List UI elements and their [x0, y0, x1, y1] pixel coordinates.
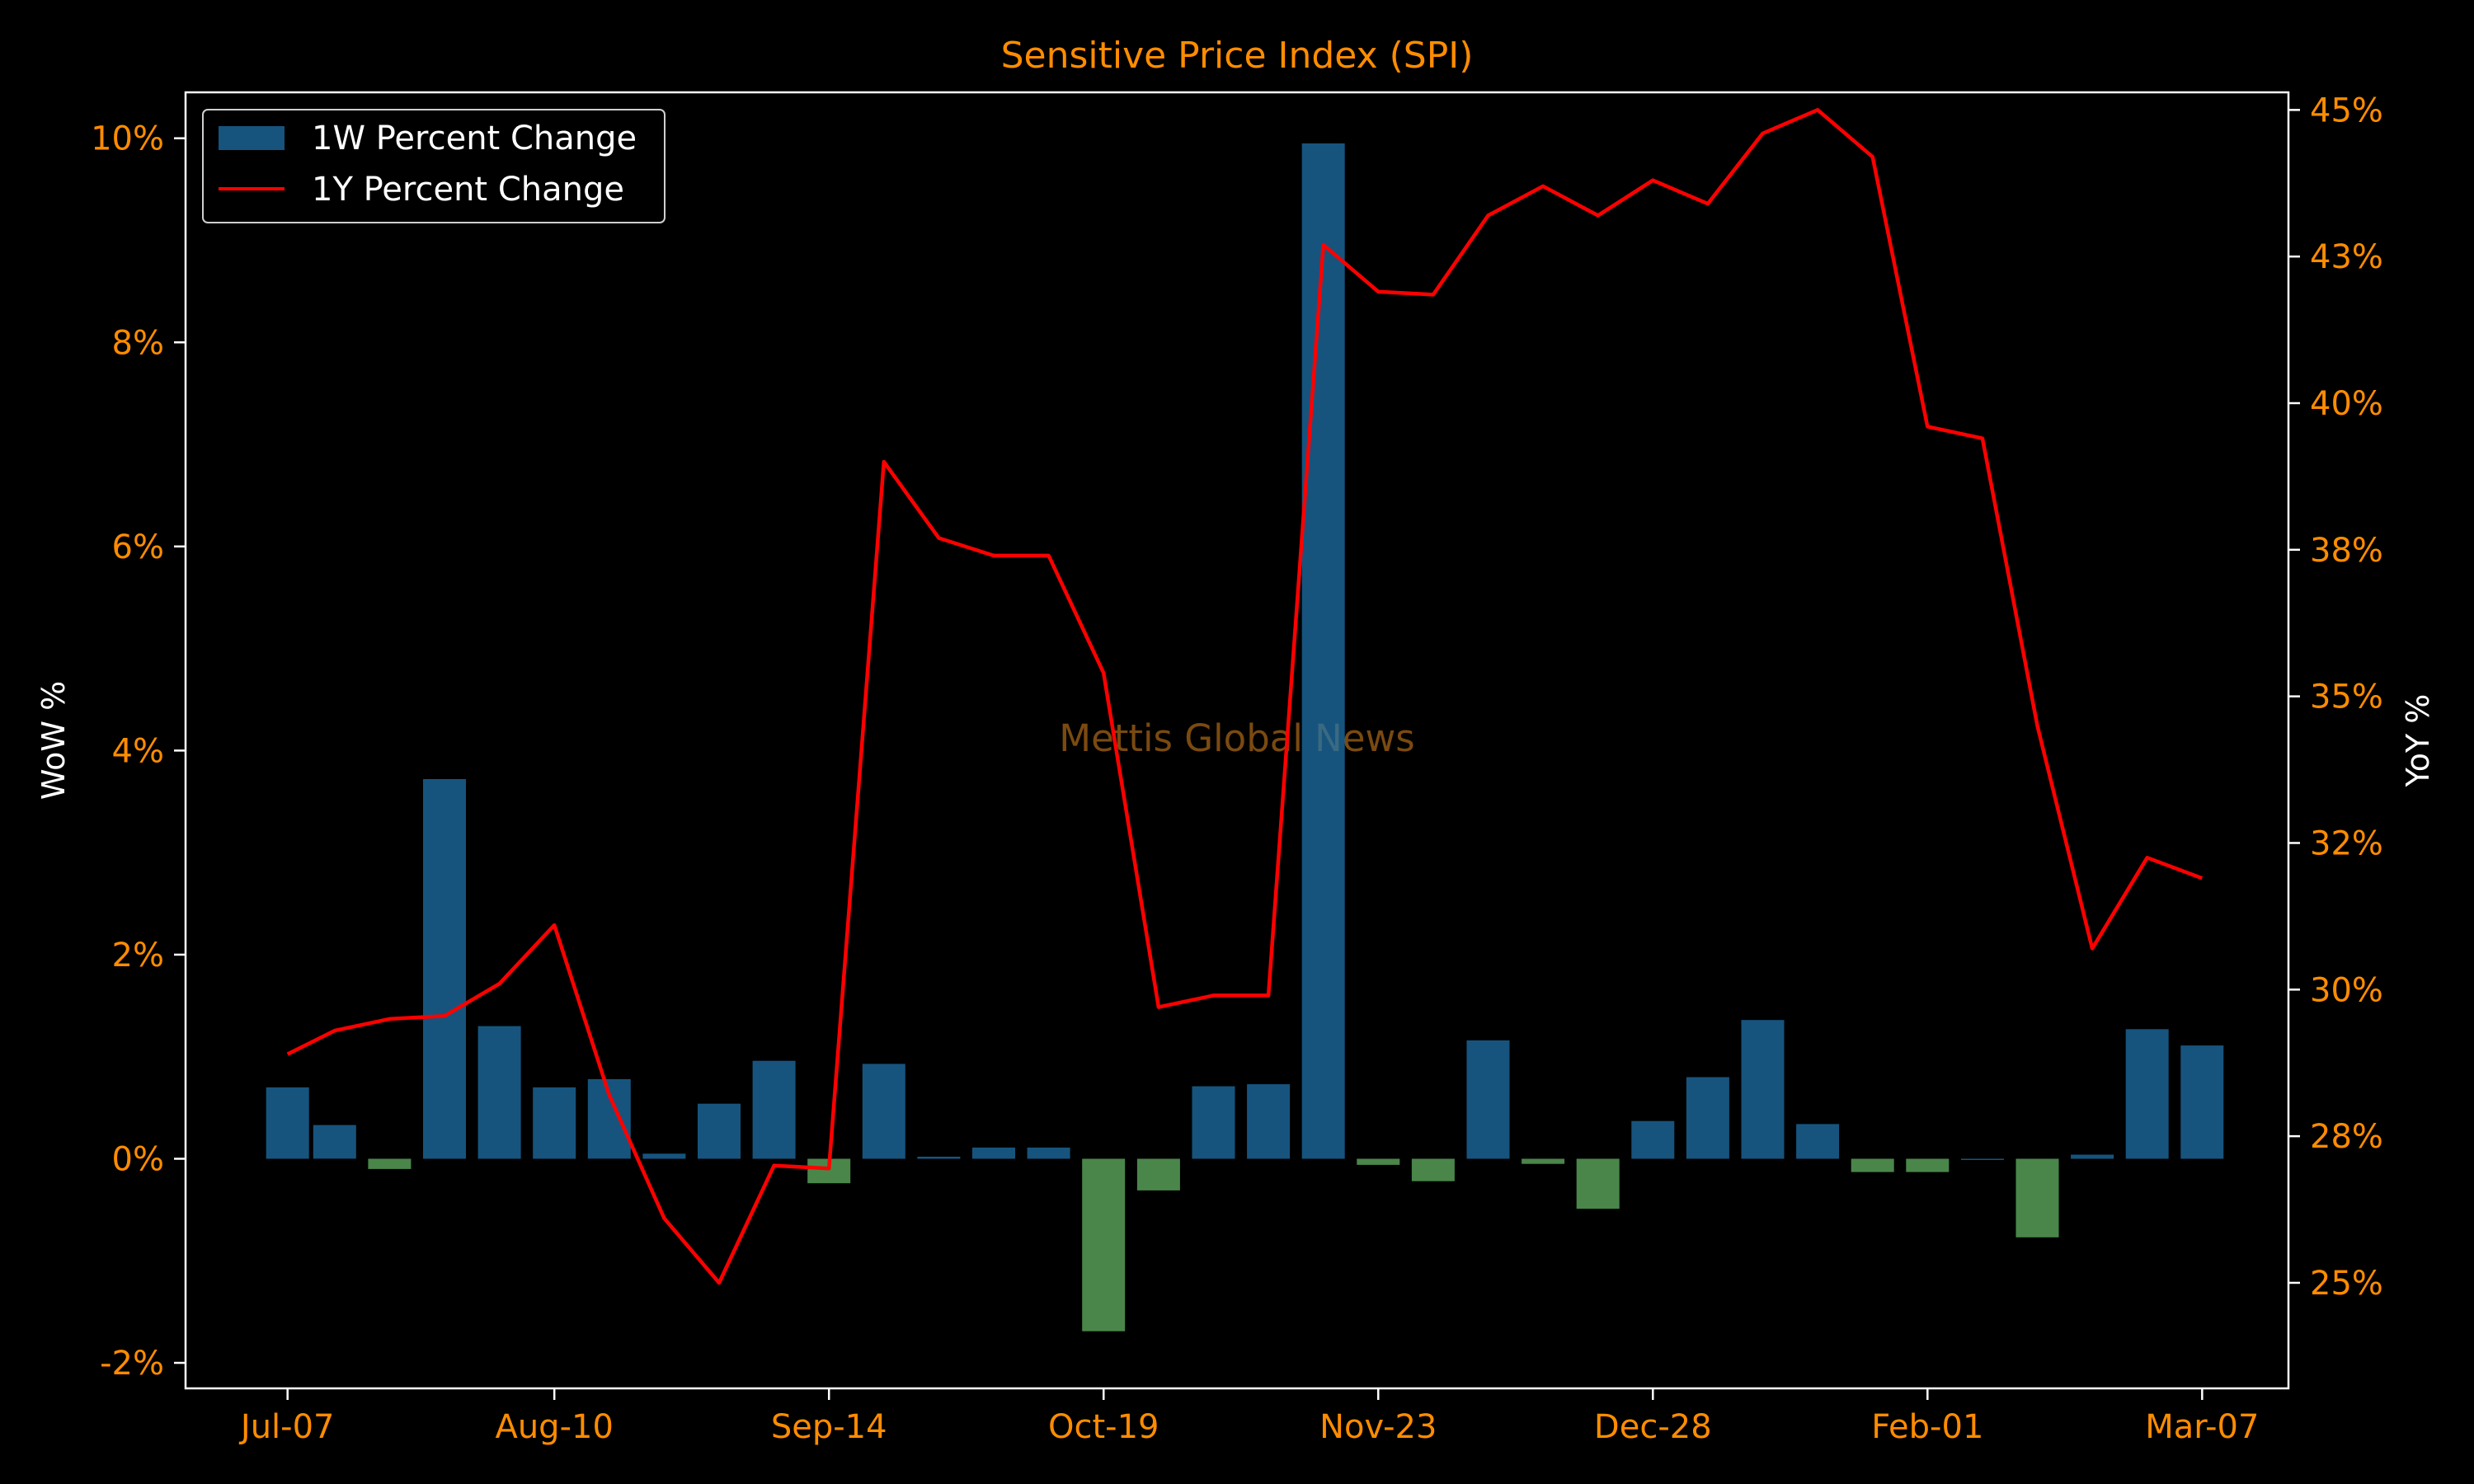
bar-2024-03-07 — [2180, 1045, 2224, 1159]
y2-tick-label: 40% — [2310, 385, 2383, 423]
x-tick-label: Jul-07 — [238, 1408, 335, 1446]
legend-label-line: 1Y Percent Change — [312, 171, 624, 209]
bar-2023-11-02 — [1192, 1086, 1235, 1159]
chart-title: Sensitive Price Index (SPI) — [1001, 35, 1474, 77]
bar-2024-01-25 — [1851, 1158, 1894, 1172]
bar-2024-01-11 — [1741, 1020, 1785, 1159]
bar-2023-07-13 — [313, 1125, 356, 1159]
legend-label-bar: 1W Percent Change — [312, 120, 637, 157]
bar-2023-07-07 — [266, 1087, 309, 1159]
bar-2024-02-01 — [1906, 1158, 1950, 1172]
legend-swatch-bar — [219, 126, 285, 150]
bar-2023-09-07 — [752, 1060, 796, 1159]
y2-axis-label: YoY % — [2400, 694, 2436, 788]
bar-2023-10-05 — [972, 1147, 1015, 1159]
x-tick-label: Mar-07 — [2145, 1408, 2259, 1446]
line-series-group — [286, 108, 2204, 1285]
bar-2023-08-03 — [477, 1026, 521, 1159]
y-axis-label: WoW % — [35, 681, 72, 800]
bar-2023-12-07 — [1466, 1040, 1510, 1159]
x-tick-label: Feb-01 — [1871, 1408, 1983, 1446]
x-tick-label: Sep-14 — [771, 1408, 887, 1446]
y2-tick-label: 30% — [2310, 971, 2383, 1009]
x-tick-label: Nov-23 — [1319, 1408, 1437, 1446]
bar-2024-02-08 — [1960, 1158, 2004, 1160]
bar-2023-10-12 — [1027, 1147, 1070, 1159]
y2-tick-label: 25% — [2310, 1265, 2383, 1303]
y-tick-label: 8% — [112, 324, 164, 362]
bar-2023-12-14 — [1522, 1158, 1565, 1164]
y2-tick-label: 38% — [2310, 532, 2383, 570]
bar-2023-09-28 — [917, 1157, 961, 1159]
bar-series-group — [266, 143, 2224, 1331]
bar-2023-10-19 — [1082, 1158, 1126, 1331]
y2-tick-label: 28% — [2310, 1118, 2383, 1156]
bar-2023-11-30 — [1411, 1158, 1455, 1181]
x-tick-label: Aug-10 — [495, 1408, 613, 1446]
bar-2023-11-09 — [1247, 1084, 1291, 1159]
y2-tick-label: 32% — [2310, 824, 2383, 862]
line-1y-percent-change — [286, 108, 2204, 1285]
y2-tick-label: 43% — [2310, 238, 2383, 276]
y-tick-label: 4% — [112, 732, 164, 770]
bar-2024-01-18 — [1796, 1124, 1840, 1159]
bar-2023-08-10 — [533, 1087, 576, 1159]
y-tick-label: 6% — [112, 528, 164, 566]
plot-frame — [184, 91, 2290, 1390]
bar-2024-01-04 — [1686, 1077, 1729, 1159]
y-axis-right: 25% 28% 30% 32% 35% 38% 40% 43% 45% — [2288, 92, 2383, 1303]
y-tick-label: 10% — [91, 120, 164, 158]
bar-2024-02-15 — [2015, 1158, 2059, 1237]
legend: 1W Percent Change 1Y Percent Change — [202, 109, 666, 223]
bar-2023-12-21 — [1576, 1158, 1620, 1209]
legend-box — [202, 109, 666, 223]
bar-2024-02-22 — [2071, 1154, 2114, 1159]
x-tick-label: Oct-19 — [1048, 1408, 1159, 1446]
bar-2023-11-16 — [1301, 143, 1345, 1159]
bar-2023-07-27 — [423, 779, 466, 1159]
bar-2023-09-21 — [862, 1064, 905, 1159]
x-tick-label: Dec-28 — [1594, 1408, 1712, 1446]
y-tick-label: -2% — [100, 1345, 164, 1383]
bar-2023-12-28 — [1631, 1120, 1675, 1159]
bar-2023-10-26 — [1136, 1158, 1180, 1190]
y-tick-label: 2% — [112, 937, 164, 974]
y-tick-label: 0% — [112, 1140, 164, 1178]
y2-tick-label: 35% — [2310, 679, 2383, 716]
bar-2023-08-31 — [698, 1103, 741, 1159]
bar-2023-11-23 — [1357, 1158, 1400, 1165]
bar-2024-02-29 — [2125, 1029, 2169, 1159]
bar-2023-07-20 — [368, 1158, 412, 1169]
y-axis-left: -2% 0% 2% 4% 6% 8% 10% — [91, 120, 186, 1383]
bar-2023-08-24 — [642, 1153, 686, 1159]
y2-tick-label: 45% — [2310, 92, 2383, 129]
x-axis: Jul-07 Aug-10 Sep-14 Oct-19 Nov-23 Dec-28 Feb-… — [238, 1388, 2259, 1446]
